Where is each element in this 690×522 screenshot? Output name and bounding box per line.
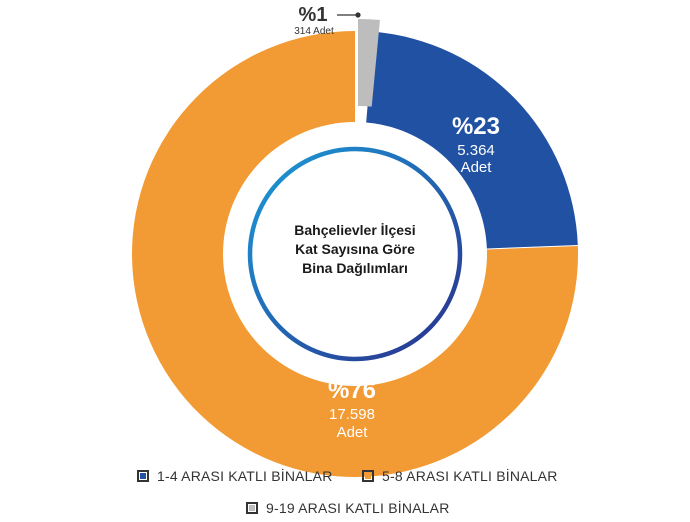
slice-5-8	[132, 31, 578, 477]
donut-hole	[223, 122, 487, 386]
orange-unit-label: Adet	[337, 424, 369, 441]
gray-percent-label: %1	[299, 4, 328, 26]
legend-item-5-8: 5-8 ARASI KATLI BİNALAR	[362, 468, 558, 484]
center-ring	[247, 146, 463, 362]
legend-swatch-orange	[362, 470, 374, 482]
slice-1-4	[366, 31, 578, 249]
slice-9-19	[358, 19, 380, 107]
legend-item-1-4: 1-4 ARASI KATLI BİNALAR	[137, 468, 333, 484]
legend-label: 9-19 ARASI KATLI BİNALAR	[266, 500, 450, 516]
legend-swatch-gray	[246, 502, 258, 514]
orange-percent-label: %76	[328, 377, 376, 404]
legend-item-9-19: 9-19 ARASI KATLI BİNALAR	[246, 500, 450, 516]
blue-count-label: 5.364	[457, 142, 495, 159]
legend-swatch-blue	[137, 470, 149, 482]
center-title-line: Bina Dağılımları	[302, 260, 408, 276]
legend-label: 1-4 ARASI KATLI BİNALAR	[157, 468, 333, 484]
gray-leader-dot	[355, 12, 361, 18]
slices-group	[132, 19, 578, 477]
center-title-line: Kat Sayısına Göre	[295, 241, 415, 257]
slice-separator	[486, 245, 578, 250]
center-title-line: Bahçelievler İlçesi	[294, 222, 415, 238]
gray-count-label: 314 Adet	[294, 26, 334, 37]
orange-count-label: 17.598	[329, 406, 375, 423]
legend-label: 5-8 ARASI KATLI BİNALAR	[382, 468, 558, 484]
blue-unit-label: Adet	[461, 159, 493, 176]
center-title: Bahçelievler İlçesi Kat Sayısına Göre Bina…	[294, 222, 415, 276]
blue-percent-label: %23	[452, 113, 500, 140]
